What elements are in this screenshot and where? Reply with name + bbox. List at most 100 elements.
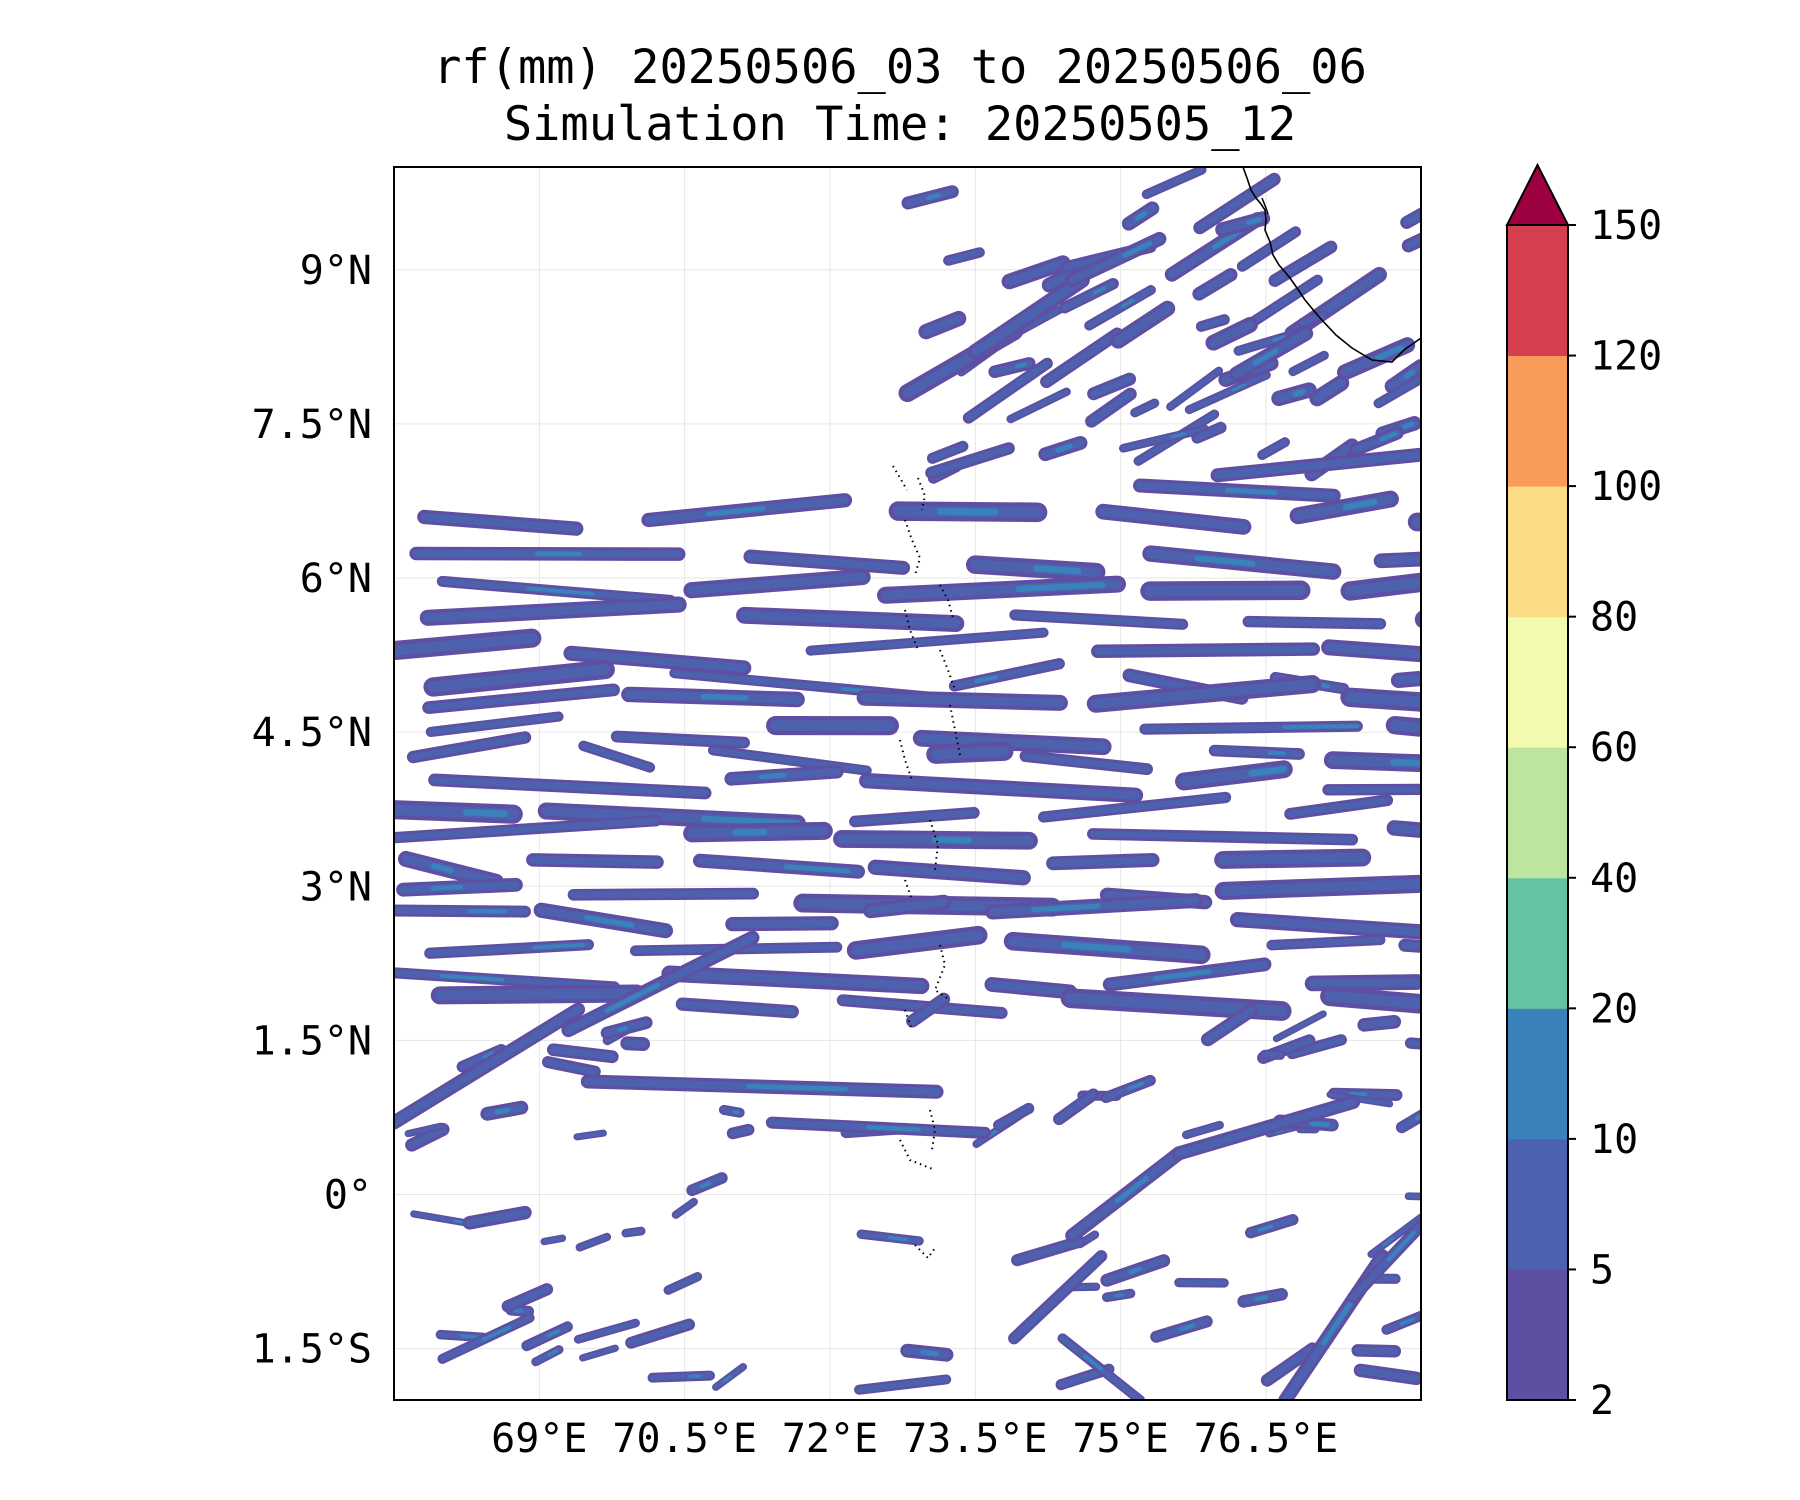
rain-band-inner xyxy=(1308,977,1421,988)
colorbar-segment xyxy=(1507,747,1568,879)
rain-cell-south-core xyxy=(1309,1121,1330,1127)
lakshadweep-islet xyxy=(1261,197,1269,215)
rain-band-inner xyxy=(1098,507,1248,532)
rain-streak-north-inner xyxy=(1186,372,1269,413)
rain-cell-south-core xyxy=(1254,1295,1268,1302)
rain-band-inner xyxy=(394,817,660,841)
rain-cell-south-inner xyxy=(542,1236,565,1244)
rain-streak-north-inner xyxy=(1209,320,1255,348)
rain-cell-south-inner xyxy=(1398,1112,1421,1131)
rain-streak-north-core xyxy=(1379,431,1398,442)
rain-streak-north-core xyxy=(1093,286,1106,295)
rain-cell-south-core xyxy=(617,1025,628,1033)
rain-streak-south-inner xyxy=(1010,1252,1105,1342)
rain-cell-south-core xyxy=(546,1329,561,1338)
rain-streak-north-inner xyxy=(1375,375,1421,407)
rain-streak-north-core xyxy=(1246,217,1262,225)
rain-band-inner xyxy=(851,809,978,825)
rain-streak-north-inner xyxy=(927,444,1013,477)
x-tick-label: 76.5°E xyxy=(1194,1416,1339,1462)
x-tick-label: 75°E xyxy=(1072,1416,1168,1462)
rain-cell-south-inner xyxy=(504,1285,551,1310)
rain-streak-north-inner xyxy=(1259,439,1288,458)
rain-streak-north-inner xyxy=(945,249,983,264)
rain-band-inner xyxy=(1090,679,1318,709)
rain-streak-north-core xyxy=(1225,487,1278,496)
rain-cell-south-core xyxy=(1382,1236,1395,1247)
rain-streak-north-core xyxy=(1401,421,1415,430)
rain-band-inner xyxy=(434,988,642,1001)
rain-streak-north-core xyxy=(1375,344,1405,361)
rain-band-inner xyxy=(431,776,709,797)
rain-streak-north-inner xyxy=(1193,424,1225,442)
colorbar-tick-label: 60 xyxy=(1590,725,1638,771)
rain-streak-north-core xyxy=(1015,362,1027,369)
rain-band-inner xyxy=(866,898,948,915)
rain-streak-north-inner xyxy=(1404,235,1421,250)
rain-streak-south-core xyxy=(481,1325,512,1342)
rain-band-inner xyxy=(1089,830,1356,843)
rain-cell-south-inner xyxy=(549,1046,616,1061)
rain-band-inner xyxy=(1022,752,1151,773)
rain-band-inner xyxy=(1327,755,1421,769)
rain-band-core xyxy=(1390,759,1421,767)
rain-cell-south-inner xyxy=(665,1274,701,1293)
rain-cell-south-core xyxy=(722,1375,732,1383)
colorbar-tick-label: 100 xyxy=(1590,464,1662,510)
rain-cell-south-inner xyxy=(1055,1091,1097,1123)
x-tick-label: 72°E xyxy=(782,1416,878,1462)
rain-streak-north-core xyxy=(1121,298,1135,308)
rain-band-core xyxy=(1033,565,1082,575)
rain-cell-south-inner xyxy=(1328,1092,1392,1106)
rain-cell-south-inner xyxy=(575,1320,638,1342)
rain-streak-south-inner xyxy=(1174,1098,1358,1158)
rain-streak-north-inner xyxy=(1299,312,1327,326)
rain-band-core xyxy=(1015,581,1106,592)
rain-cell-south-core xyxy=(482,1051,495,1060)
rain-band-inner xyxy=(1286,796,1391,818)
colorbar-segment xyxy=(1507,1269,1568,1401)
rain-cell-south-inner xyxy=(649,1372,713,1381)
rain-band-inner xyxy=(1344,576,1421,597)
colorbar-tick-label: 20 xyxy=(1590,986,1638,1032)
rain-cell-south-inner xyxy=(729,1126,752,1137)
rain-band-inner xyxy=(580,742,653,771)
rain-streak-north-inner xyxy=(921,314,963,336)
rain-band-core xyxy=(584,915,635,928)
rain-streak-south-core xyxy=(746,1083,848,1092)
rain-streak-north-core xyxy=(1122,241,1153,258)
y-tick-label: 7.5°N xyxy=(252,402,372,448)
rain-band-core xyxy=(526,586,595,596)
rain-streak-north-inner xyxy=(1213,450,1421,480)
colorbar-tick-label: 40 xyxy=(1590,856,1638,902)
colorbar-segment xyxy=(1507,225,1568,357)
rain-streak-north-core xyxy=(1055,443,1073,453)
rain-band-core xyxy=(1432,675,1459,677)
rain-streak-north-core xyxy=(1292,389,1306,397)
rain-cell-south-inner xyxy=(575,1131,606,1139)
rain-cell-south-core xyxy=(459,1334,479,1339)
rain-cell-south-inner xyxy=(1356,1366,1421,1383)
y-tick-label: 4.5°N xyxy=(252,710,372,756)
rain-band-inner xyxy=(1049,856,1157,868)
colorbar-segment xyxy=(1507,355,1568,487)
rain-band-inner xyxy=(916,733,1108,752)
rain-cell-south-inner xyxy=(544,1058,599,1075)
colorbar-segment xyxy=(1507,486,1568,618)
rain-cell-south-core xyxy=(547,1349,559,1357)
rain-band-core xyxy=(783,864,851,874)
rain-streak-north-inner xyxy=(1008,389,1069,422)
rain-cell-south-inner xyxy=(1013,1238,1083,1264)
rain-band-inner xyxy=(1233,915,1421,937)
rain-streak-north-inner xyxy=(1113,304,1172,346)
rain-streak-north-inner xyxy=(1005,258,1068,286)
rain-cell-south-inner xyxy=(465,1208,529,1227)
rain-band-inner xyxy=(1040,794,1229,821)
rain-band-core xyxy=(1342,498,1378,511)
colorbar-tick-label: 120 xyxy=(1590,334,1662,380)
rain-band-inner xyxy=(566,649,748,672)
rain-band-inner xyxy=(951,660,1063,690)
rain-cell-south-inner xyxy=(627,1321,693,1347)
rain-band-inner xyxy=(420,513,581,533)
rain-band-inner xyxy=(1377,555,1421,565)
